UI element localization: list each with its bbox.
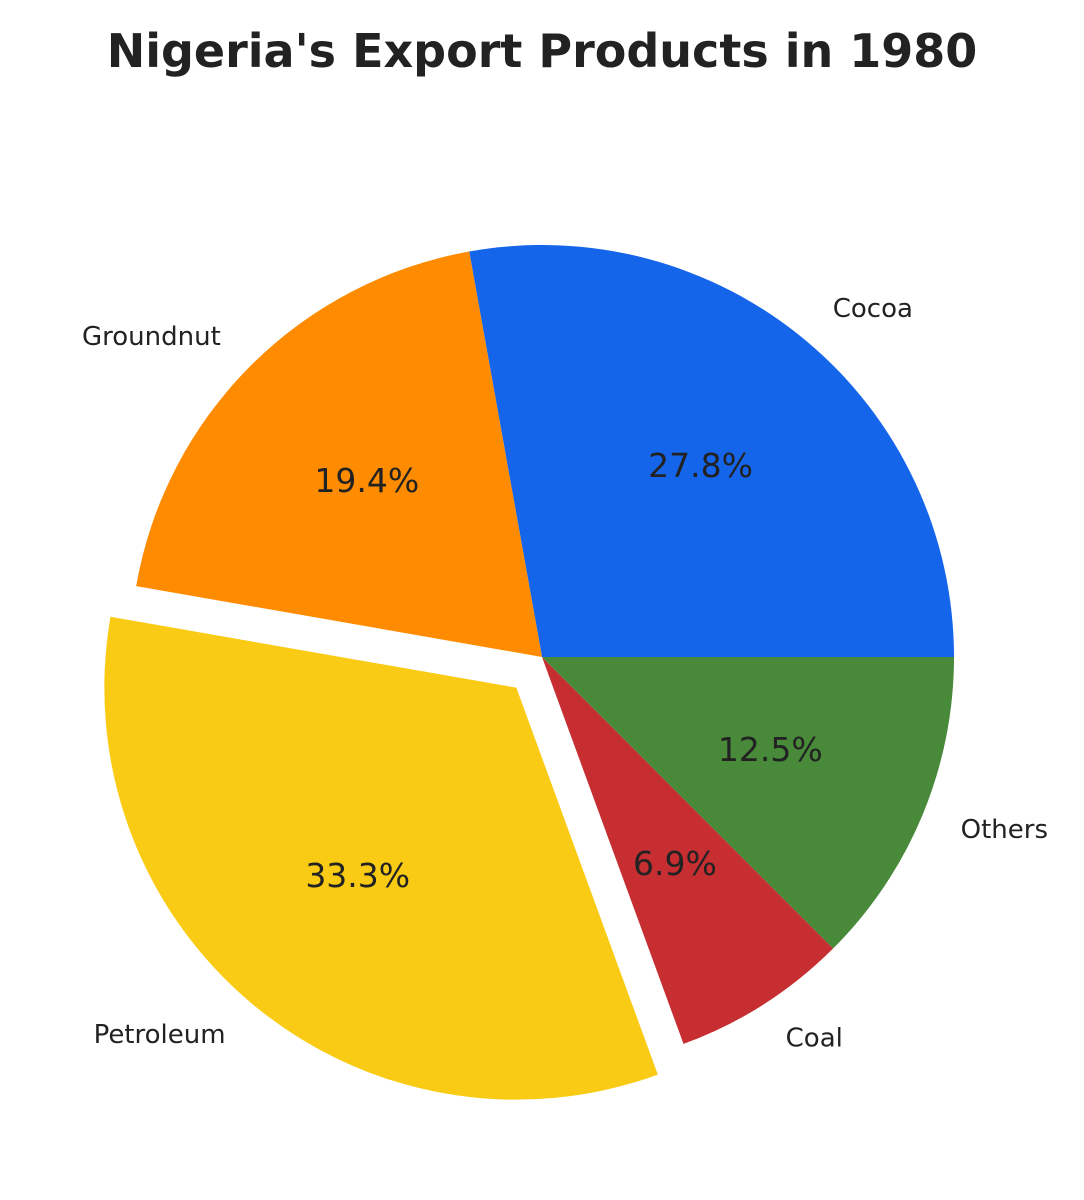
pie-slice-cocoa [469,244,954,657]
chart-title: Nigeria's Export Products in 1980 [107,24,978,78]
slice-label-others: Others [961,815,1048,845]
slice-percent-cocoa: 27.8% [648,446,753,485]
pie-slice-coal [542,657,834,1044]
slice-percent-coal: 6.9% [633,844,717,883]
slice-label-cocoa: Cocoa [833,294,913,324]
slice-percent-groundnut: 19.4% [314,461,419,500]
slice-percent-others: 12.5% [718,730,823,769]
pie-labels: Cocoa 27.8% Groundnut 19.4% Petroleum 33.3% Co… [82,294,1048,1054]
pie-slices [104,244,954,1100]
pie-slice-petroleum [104,616,658,1100]
pie-slice-others [542,657,954,949]
slice-label-petroleum: Petroleum [94,1020,226,1050]
slice-label-coal: Coal [786,1024,843,1054]
pie-slice-groundnut [136,251,542,657]
slice-label-groundnut: Groundnut [82,322,221,352]
slice-percent-petroleum: 33.3% [305,856,410,895]
